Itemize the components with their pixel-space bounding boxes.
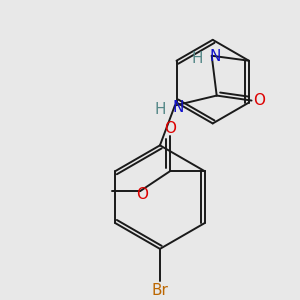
Text: H: H xyxy=(154,102,166,117)
Text: H: H xyxy=(191,51,203,66)
Text: O: O xyxy=(254,93,266,108)
Text: N: N xyxy=(173,100,184,115)
Text: O: O xyxy=(136,187,148,202)
Text: O: O xyxy=(164,121,176,136)
Text: Br: Br xyxy=(152,283,168,298)
Text: N: N xyxy=(210,49,221,64)
